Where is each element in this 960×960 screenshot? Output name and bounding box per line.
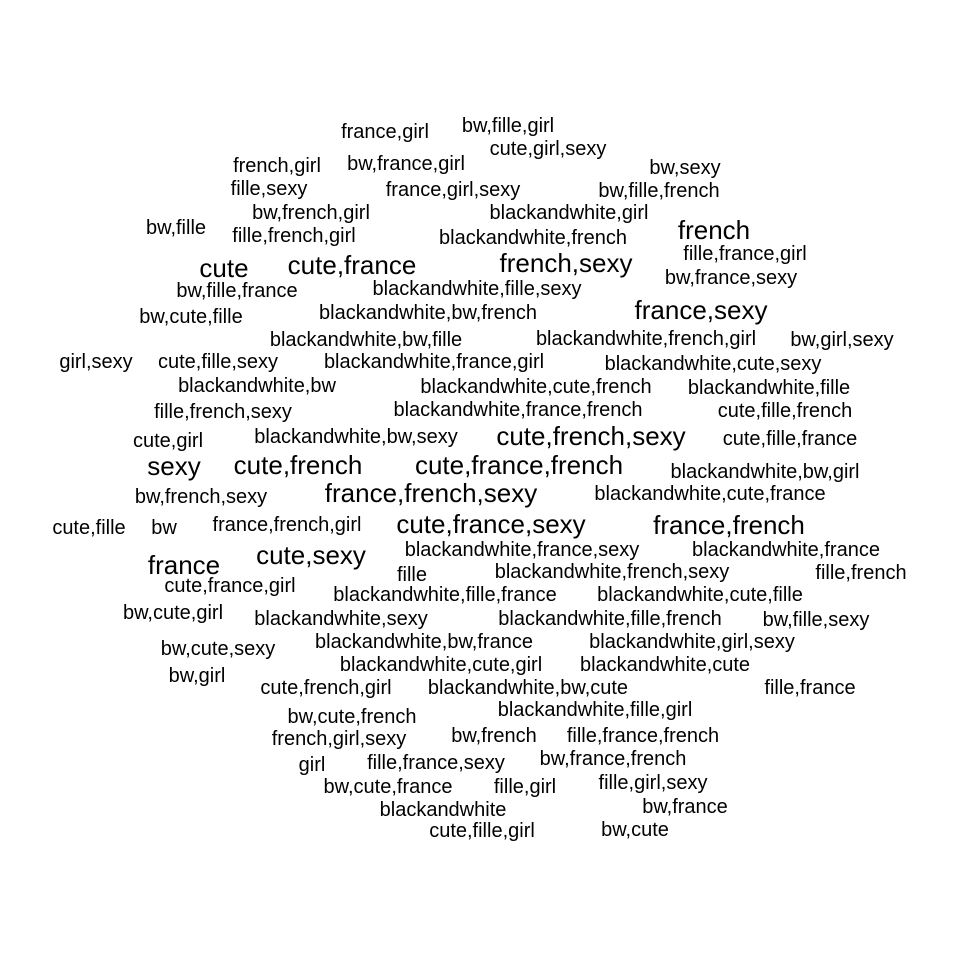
cloud-word: france,french [653,510,805,540]
cloud-word: fille,france,girl [683,243,807,265]
cloud-word: bw,france,sexy [664,267,798,289]
cloud-word: girl [298,754,326,776]
cloud-word: blackandwhite,fille,sexy [372,278,582,300]
cloud-word: fille,sexy [230,178,308,200]
cloud-word: fille [396,564,428,586]
cloud-word: blackandwhite,cute,france [594,483,826,505]
cloud-word: blackandwhite,france,french [393,399,643,421]
cloud-word: fille,french,sexy [154,401,292,423]
cloud-word: fille,france [764,677,856,699]
cloud-word: blackandwhite,fille,france [333,584,557,606]
cloud-word: cute,french,girl [260,677,392,699]
cloud-word: blackandwhite,bw,french [319,302,537,324]
cloud-word: cute,girl,sexy [489,138,607,160]
cloud-word: bw,girl [168,665,226,687]
cloud-word: bw,fille,france [176,280,298,302]
cloud-word: blackandwhite,bw,cute [427,677,629,699]
cloud-word: france,french,girl [212,514,362,536]
cloud-word: blackandwhite,cute [579,654,751,676]
cloud-word: bw,cute,sexy [160,638,276,660]
cloud-word: bw,french [451,725,537,747]
cloud-word: bw,france,girl [347,153,465,175]
cloud-word: blackandwhite,france,girl [323,351,545,373]
cloud-word: bw,fille,french [598,180,720,202]
cloud-word: fille,girl,sexy [598,772,708,794]
cloud-word: france,girl [341,121,429,143]
cloud-word: bw,girl,sexy [790,329,894,351]
cloud-word: cute,fille,sexy [157,351,279,373]
cloud-word: blackandwhite,cute,fille [597,584,803,606]
cloud-word: blackandwhite,girl,sexy [589,631,795,653]
cloud-word: bw,fille,girl [461,115,555,137]
cloud-word: sexy [147,451,201,481]
cloud-word: cute,france,sexy [396,509,586,539]
cloud-word: bw,french,sexy [134,486,268,508]
cloud-word: fille,france,sexy [367,752,505,774]
cloud-word: france,french,sexy [324,478,538,508]
cloud-word: cute,fille,france [722,428,858,450]
cloud-word: bw,french,girl [252,202,370,224]
cloud-word: french [677,215,751,245]
cloud-word: cute,sexy [256,540,366,570]
cloud-word: cute,france,french [414,450,624,480]
cloud-word: france,girl,sexy [385,179,521,201]
cloud-word: bw,cute,fille [139,306,243,328]
cloud-word: bw,cute,french [287,706,417,728]
cloud-word: fille,french [815,562,907,584]
cloud-word: cute,french,sexy [496,421,686,451]
cloud-word: blackandwhite,france,sexy [404,539,640,561]
cloud-word: cute,fille,french [717,400,853,422]
cloud-word: blackandwhite,bw,sexy [254,426,458,448]
cloud-word: bw,fille,sexy [762,609,870,631]
cloud-word: bw,france [642,796,728,818]
cloud-word: blackandwhite,french,girl [535,328,757,350]
cloud-word: girl,sexy [59,351,133,373]
cloud-word: bw,france,french [539,748,687,770]
cloud-word: cute,france,girl [164,575,296,597]
cloud-word: french,sexy [499,248,633,278]
cloud-word: blackandwhite,bw,girl [670,461,860,483]
cloud-word: fille,girl [493,776,557,798]
cloud-word: cute,french [233,450,363,480]
cloud-word: blackandwhite,cute,sexy [604,353,822,375]
cloud-word: blackandwhite,bw,fille [269,329,463,351]
cloud-word: bw,fille [145,217,207,239]
cloud-word: blackandwhite,sexy [254,608,428,630]
cloud-word: blackandwhite,fille [687,377,851,399]
cloud-word: fille,french,girl [232,225,356,247]
cloud-word: blackandwhite,france [692,539,880,561]
cloud-word: blackandwhite,cute,french [420,376,652,398]
cloud-word: bw,cute [601,819,669,841]
cloud-word: bw [151,517,177,539]
cloud-word: bw,cute,girl [122,602,224,624]
cloud-word: bw,sexy [649,157,721,179]
cloud-word: blackandwhite [379,799,507,821]
cloud-word: blackandwhite,french,sexy [494,561,730,583]
cloud-word: blackandwhite,french [439,227,627,249]
cloud-word: bw,cute,france [323,776,453,798]
cloud-word: blackandwhite,fille,girl [497,699,693,721]
cloud-word: blackandwhite,girl [489,202,649,224]
cloud-word: blackandwhite,fille,french [498,608,722,630]
cloud-word: blackandwhite,cute,girl [339,654,543,676]
cloud-word: cute,france [287,250,417,280]
cloud-word: french,girl [233,155,321,177]
cloud-word: french,girl,sexy [271,728,407,750]
cloud-word: fille,france,french [566,725,720,747]
cloud-word: france,sexy [634,295,768,325]
cloud-word: blackandwhite,bw [178,375,336,397]
cloud-word: cute,fille,girl [429,820,535,842]
cloud-word: france [147,550,221,580]
cloud-word: cute,fille [52,517,126,539]
cloud-word: blackandwhite,bw,france [315,631,533,653]
cloud-word: cute [199,253,249,283]
cloud-word: cute,girl [132,430,204,452]
